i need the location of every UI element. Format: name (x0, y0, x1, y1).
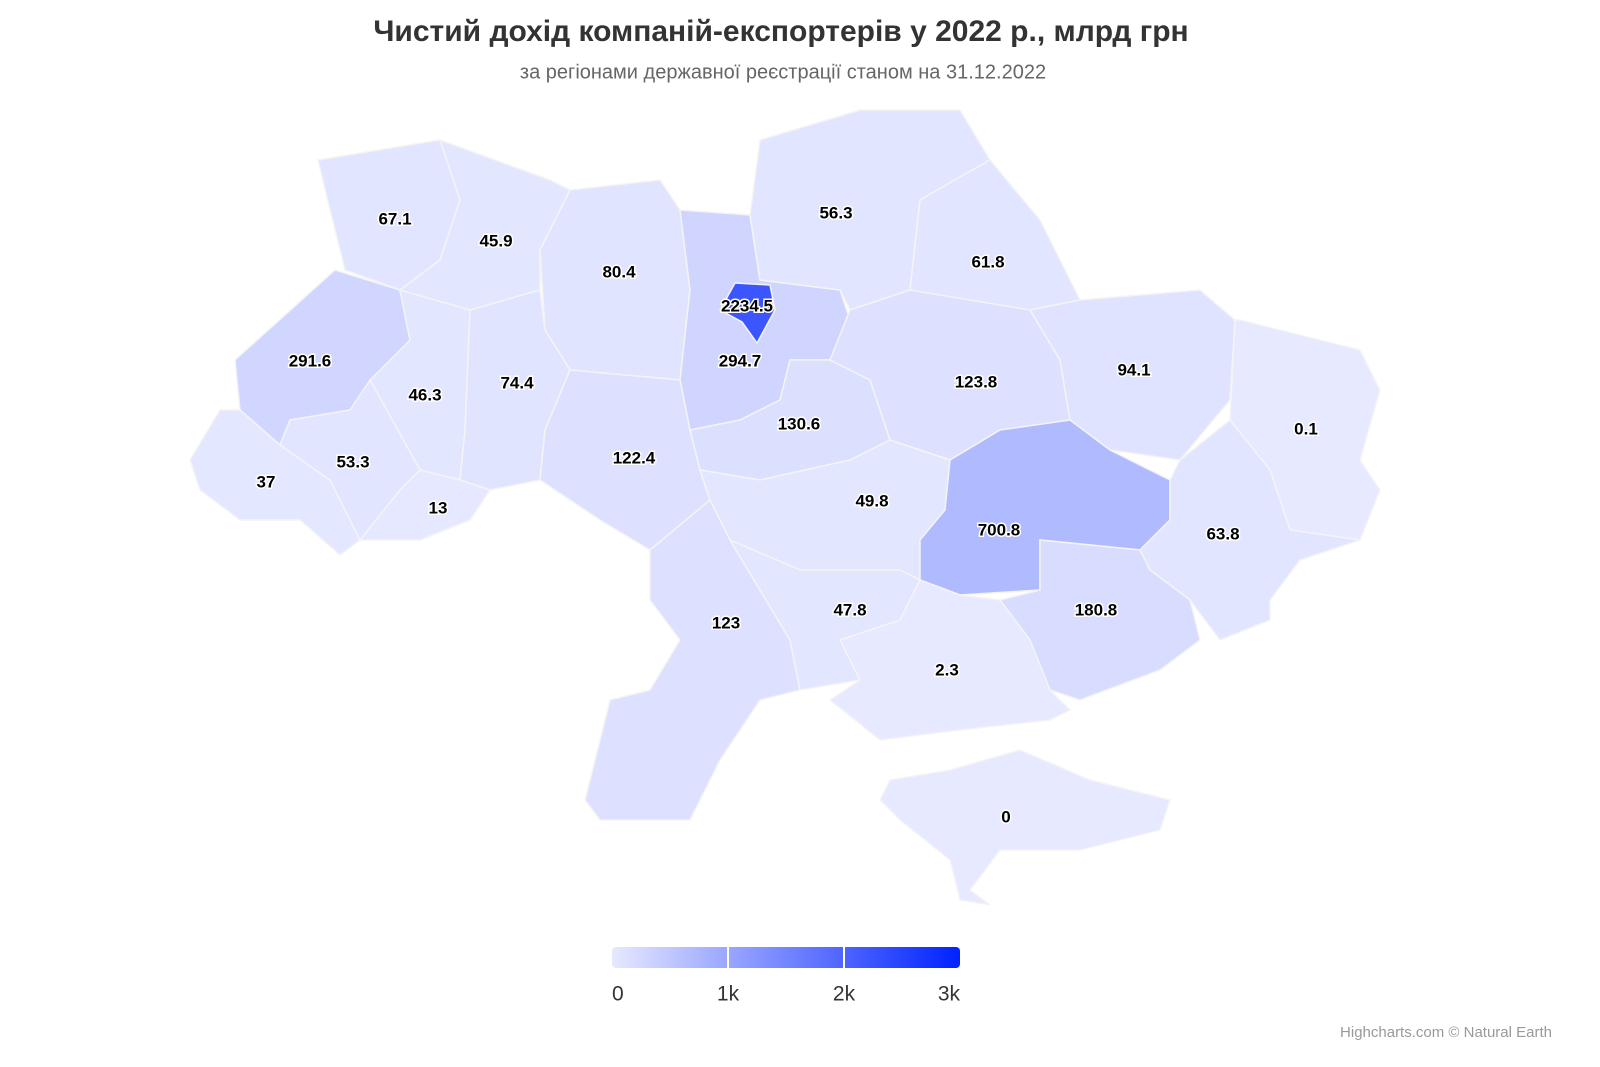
data-labels: 67.1 45.9 80.4 2234.5 294.7 56.3 61.8 291.6 46.3… (255, 202, 1319, 828)
data-label: 13 (429, 498, 448, 517)
region (998, 539, 1201, 701)
data-label: 46.3 (408, 385, 441, 404)
data-label: 2234.5 (721, 296, 773, 315)
data-label: 291.6 (289, 351, 332, 370)
color-bar (612, 947, 960, 968)
regions (189, 109, 1381, 906)
data-label: 130.6 (778, 414, 821, 433)
data-label: 180.8 (1075, 600, 1118, 619)
data-label: 63.8 (1206, 524, 1239, 543)
data-label: 2.3 (935, 660, 959, 679)
region (1139, 418, 1361, 641)
legend-tick-label: 1k (717, 983, 740, 1006)
data-label: 0.1 (1294, 419, 1318, 438)
data-label: 80.4 (602, 262, 636, 281)
data-label: 47.8 (833, 600, 866, 619)
legend-tick-label: 3k (938, 983, 961, 1006)
region (879, 749, 1171, 906)
region (1028, 289, 1236, 461)
data-label: 56.3 (819, 203, 852, 222)
chart-subtitle: за регіонами державної реєстрації станом… (520, 61, 1046, 83)
data-label: 294.7 (719, 351, 762, 370)
chart-title: Чистий дохід компаній-експортерів у 2022… (373, 15, 1188, 48)
region (358, 469, 492, 541)
legend-tick-label: 0 (612, 983, 624, 1006)
color-legend: 0 1k 2k 3k (612, 947, 960, 1006)
data-label: 53.3 (336, 452, 369, 471)
data-label: 94.1 (1117, 360, 1150, 379)
region (828, 579, 1072, 741)
legend-tick-label: 2k (833, 983, 856, 1006)
data-label: 123 (712, 613, 740, 632)
data-label: 49.8 (855, 491, 888, 510)
credits: Highcharts.com © Natural Earth (1340, 1024, 1552, 1041)
data-label: 700.8 (978, 520, 1021, 539)
data-label: 74.4 (500, 373, 534, 392)
data-label: 123.8 (955, 372, 998, 391)
data-label: 45.9 (479, 231, 512, 250)
region (718, 282, 776, 345)
data-label: 67.1 (378, 209, 411, 228)
data-label: 0 (1001, 807, 1010, 826)
data-label: 37 (257, 472, 276, 491)
data-label: 61.8 (971, 252, 1004, 271)
data-label: 122.4 (613, 448, 656, 467)
